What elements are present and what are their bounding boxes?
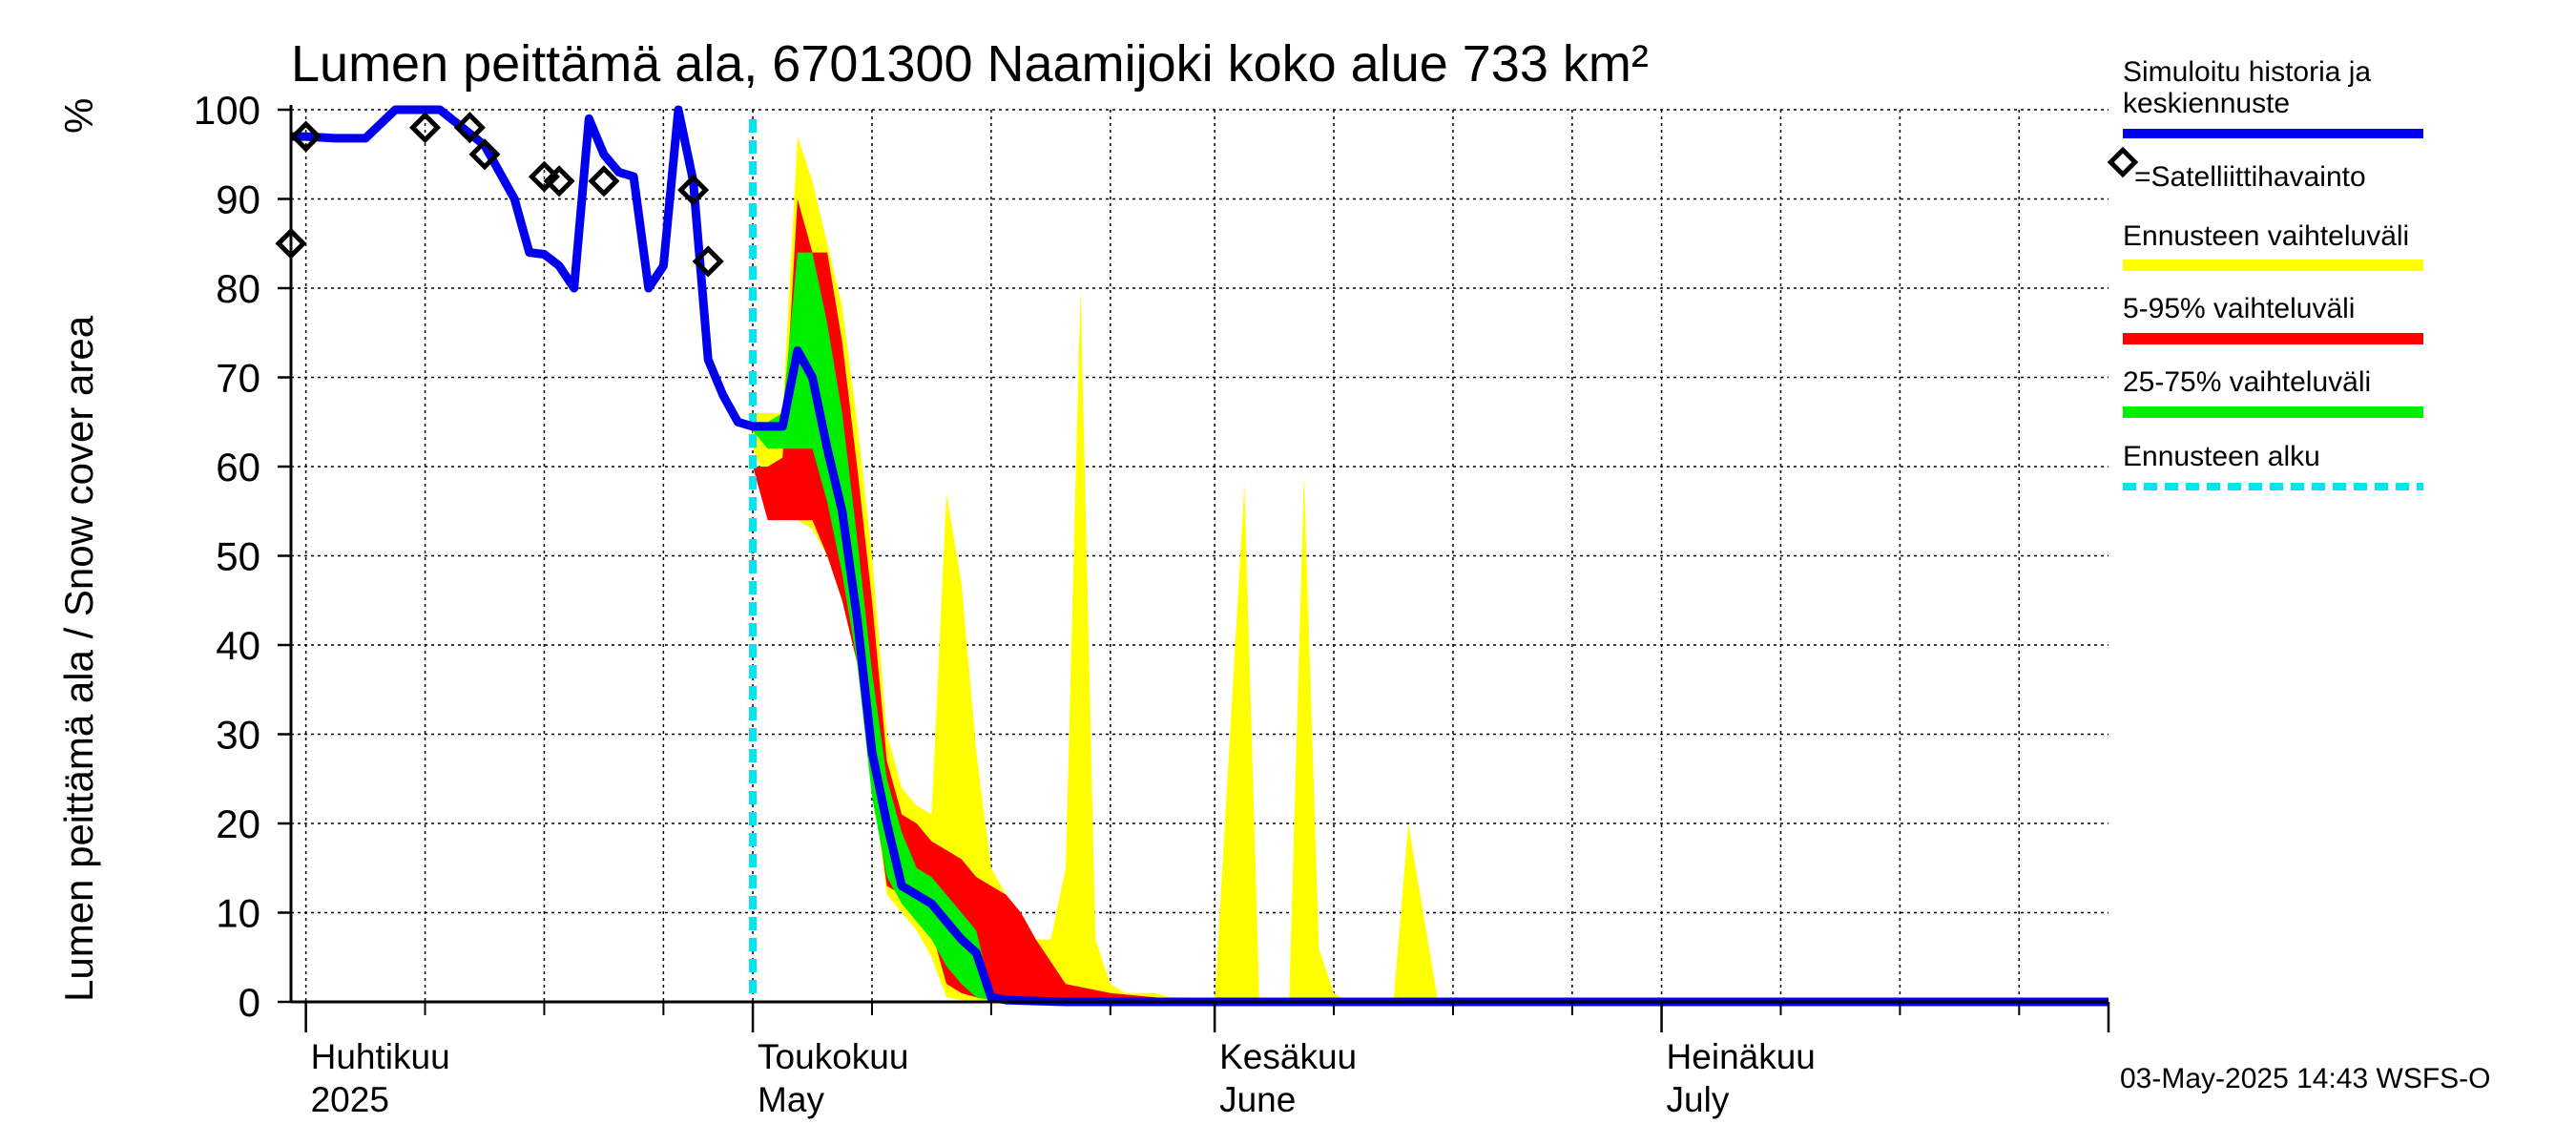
y-tick-label: 60 bbox=[216, 445, 260, 489]
y-tick-label: 50 bbox=[216, 534, 260, 579]
month-label-en: 2025 bbox=[311, 1080, 389, 1119]
y-tick-label: 80 bbox=[216, 266, 260, 311]
y-tick-label: 20 bbox=[216, 802, 260, 846]
legend-label-5-95: 5-95% vaihteluväli bbox=[2123, 293, 2355, 324]
y-tick-label: 40 bbox=[216, 623, 260, 668]
month-label-fi: Huhtikuu bbox=[311, 1037, 450, 1076]
legend-label-satellite: =Satelliittihavainto bbox=[2134, 161, 2366, 193]
month-label-fi: Toukokuu bbox=[758, 1037, 908, 1076]
legend-label-mean-line-1: Simuloitu historia ja bbox=[2123, 56, 2371, 88]
satellite-marker bbox=[588, 165, 620, 198]
grid-lines bbox=[291, 109, 2109, 1002]
legend-label-25-75: 25-75% vaihteluväli bbox=[2123, 366, 2371, 398]
y-tick-label: 10 bbox=[216, 891, 260, 936]
y-tick-label: 90 bbox=[216, 177, 260, 222]
axes bbox=[278, 105, 2110, 1032]
y-tick-label: 100 bbox=[194, 88, 260, 133]
satellite-marker bbox=[468, 138, 501, 171]
legend-label-full-range: Ennusteen vaihteluväli bbox=[2123, 220, 2409, 252]
satellite-marker bbox=[692, 245, 724, 278]
month-label-fi: Heinäkuu bbox=[1667, 1037, 1816, 1076]
y-tick-label: 30 bbox=[216, 713, 260, 758]
y-axis-label: Lumen peittämä ala / Snow cover area bbox=[56, 315, 101, 1002]
y-tick-labels: 0 10 20 30 40 50 60 70 80 90 100 bbox=[194, 88, 260, 1025]
legend-swatch-satellite bbox=[2107, 146, 2139, 178]
legend-label-forecast-start: Ennusteen alku bbox=[2123, 441, 2320, 472]
y-axis-unit: % bbox=[56, 98, 101, 134]
satellite-markers bbox=[275, 112, 724, 278]
satellite-marker bbox=[290, 120, 322, 153]
forecast-bands bbox=[753, 136, 1453, 1003]
mean-line-layer bbox=[291, 105, 2109, 1007]
y-tick-label: 70 bbox=[216, 356, 260, 401]
legend: Simuloitu historia ja keskiennuste =Sate… bbox=[2107, 56, 2423, 490]
month-labels: Huhtikuu 2025 Toukokuu May Kesäkuu June Heinäk… bbox=[311, 1037, 1816, 1119]
chart-title: Lumen peittämä ala, 6701300 Naamijoki ko… bbox=[291, 35, 1649, 93]
month-label-en: June bbox=[1219, 1080, 1296, 1119]
satellite-marker bbox=[543, 165, 575, 198]
timestamp: 03-May-2025 14:43 WSFS-O bbox=[2120, 1063, 2491, 1094]
month-label-en: July bbox=[1667, 1080, 1730, 1119]
month-label-en: May bbox=[758, 1080, 824, 1119]
month-label-fi: Kesäkuu bbox=[1219, 1037, 1357, 1076]
satellite-marker bbox=[408, 112, 442, 144]
y-tick-label: 0 bbox=[239, 980, 260, 1025]
mean-line bbox=[291, 105, 2109, 1007]
satellite-marker bbox=[453, 112, 486, 144]
satellite-marker bbox=[677, 174, 710, 206]
legend-label-mean-line-2: keskiennuste bbox=[2123, 88, 2290, 119]
